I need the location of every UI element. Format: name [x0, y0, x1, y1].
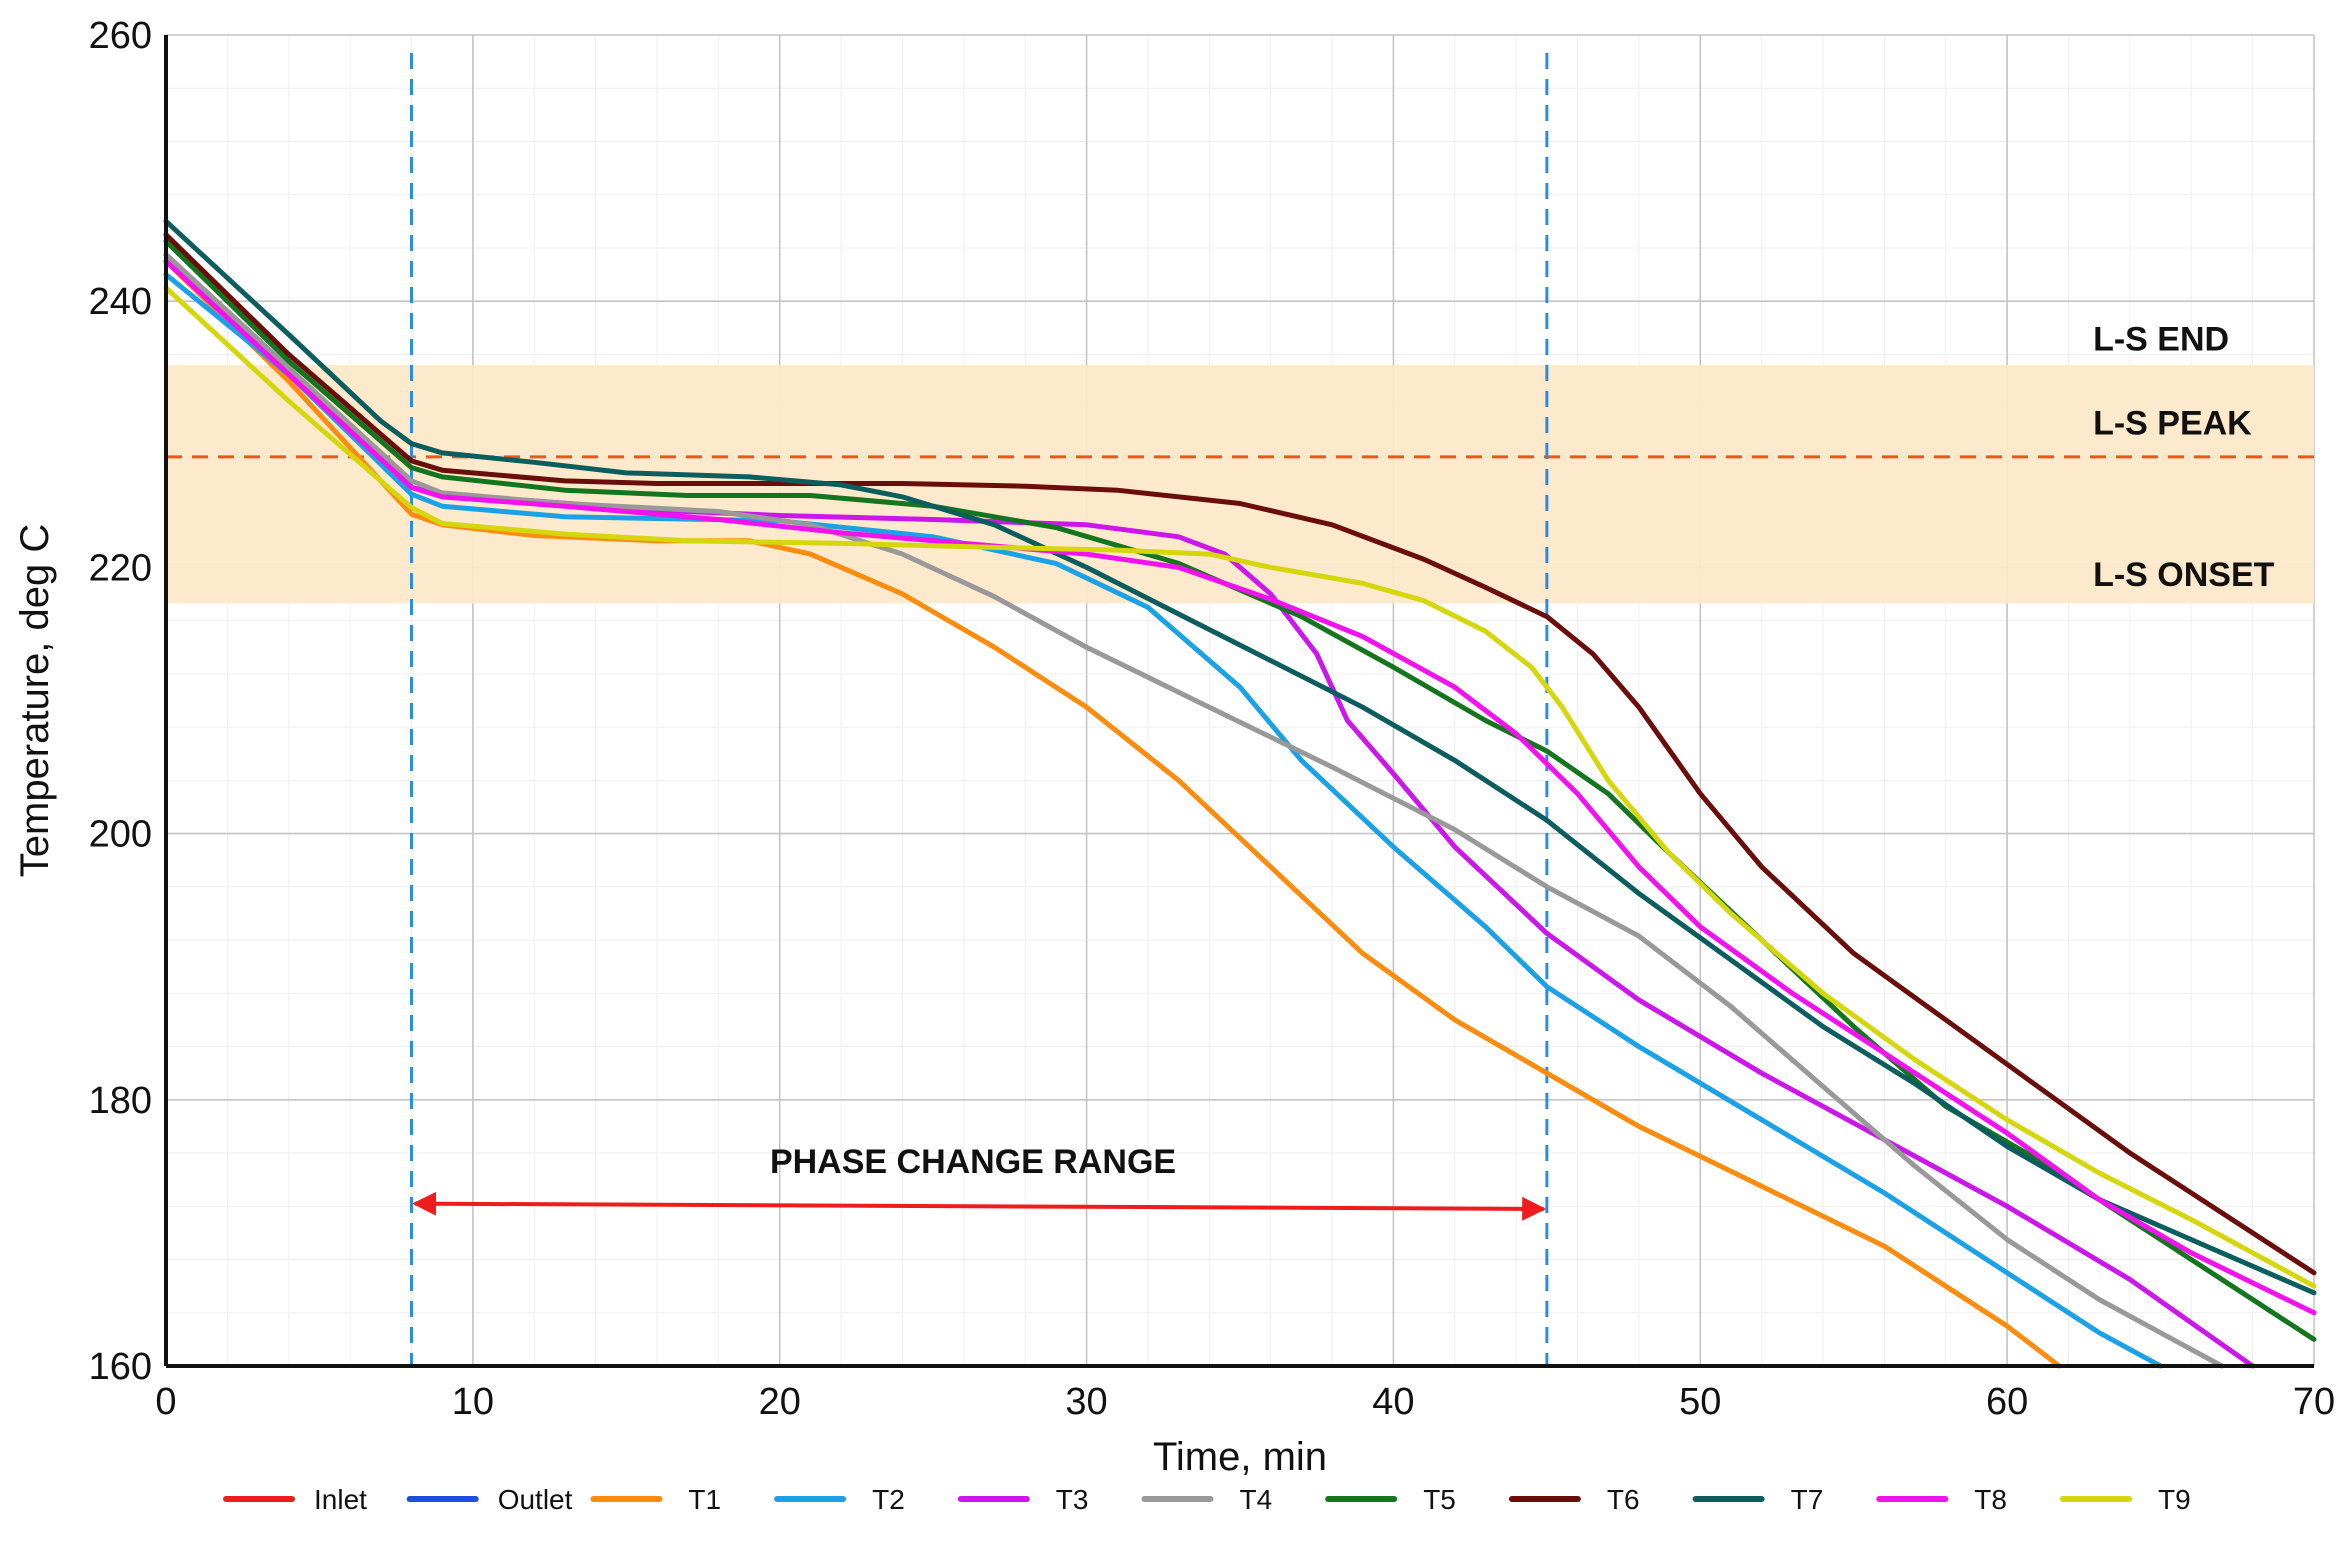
annotation-phase-change-range: PHASE CHANGE RANGE [770, 1143, 1176, 1181]
y-axis-title: Temperature, deg C [13, 524, 57, 878]
legend-label: T1 [688, 1484, 721, 1515]
y-tick-label: 240 [89, 281, 152, 323]
series-line-t9 [163, 285, 2317, 1289]
x-tick-label: 0 [155, 1381, 176, 1423]
annotations: L-S END L-S PEAK L-S ONSET PHASE CHANGE RAN… [412, 320, 2275, 1221]
y-tick-label: 160 [89, 1346, 152, 1388]
legend-label: T9 [2158, 1484, 2191, 1515]
phase-change-range-arrow [412, 1191, 1547, 1221]
y-tick-label: 200 [89, 814, 152, 856]
series-line-t8 [163, 258, 2317, 1316]
legend-item-t4[interactable]: T4 [1141, 1484, 1273, 1515]
legend[interactable]: Inlet Outlet T1 T2 T3 T4 T5 T6 T7 T8 T9 [223, 1484, 2191, 1515]
x-tick-label: 60 [1986, 1381, 2028, 1423]
legend-item-t1[interactable]: T1 [590, 1484, 721, 1515]
annotation-l-s-onset: L-S ONSET [2093, 556, 2275, 594]
series-line-t2 [163, 272, 2164, 1369]
legend-label: T6 [1607, 1484, 1640, 1515]
legend-label: T8 [1974, 1484, 2007, 1515]
y-tick-label: 260 [89, 15, 152, 57]
y-tick-label: 220 [89, 547, 152, 589]
grid [165, 34, 2315, 1367]
legend-label: T5 [1423, 1484, 1456, 1515]
legend-label: Inlet [314, 1484, 367, 1515]
x-tick-label: 20 [759, 1381, 801, 1423]
x-tick-label: 70 [2293, 1381, 2335, 1423]
series-line-t6 [163, 232, 2317, 1276]
series-lines [163, 218, 2317, 1369]
legend-item-t3[interactable]: T3 [957, 1484, 1089, 1515]
legend-label: T3 [1056, 1484, 1089, 1515]
annotation-l-s-peak: L-S PEAK [2093, 404, 2252, 442]
x-axis-title: Time, min [1153, 1435, 1327, 1479]
x-tick-label: 50 [1679, 1381, 1721, 1423]
x-tick-label: 30 [1065, 1381, 1107, 1423]
legend-item-t6[interactable]: T6 [1508, 1484, 1640, 1515]
legend-label: T4 [1240, 1484, 1273, 1515]
series-line-t4 [163, 252, 2225, 1369]
legend-item-t7[interactable]: T7 [1692, 1484, 1824, 1515]
y-tick-label: 180 [89, 1080, 152, 1122]
axes: 0 10 20 30 40 50 60 70 160 180 200 220 240 260 Time, m… [13, 15, 2335, 1479]
legend-item-t8[interactable]: T8 [1876, 1484, 2007, 1515]
legend-item-t9[interactable]: T9 [2060, 1484, 2191, 1515]
legend-item-t5[interactable]: T5 [1325, 1484, 1456, 1515]
legend-item-inlet[interactable]: Inlet [223, 1484, 367, 1515]
annotation-l-s-end: L-S END [2093, 320, 2229, 358]
x-tick-label: 10 [452, 1381, 494, 1423]
legend-label: T2 [872, 1484, 905, 1515]
legend-label: T7 [1791, 1484, 1824, 1515]
series-line-t7 [163, 218, 2317, 1296]
legend-label: Outlet [498, 1484, 573, 1515]
legend-item-t2[interactable]: T2 [774, 1484, 905, 1515]
x-tick-label: 40 [1372, 1381, 1414, 1423]
legend-item-outlet[interactable]: Outlet [406, 1484, 573, 1515]
